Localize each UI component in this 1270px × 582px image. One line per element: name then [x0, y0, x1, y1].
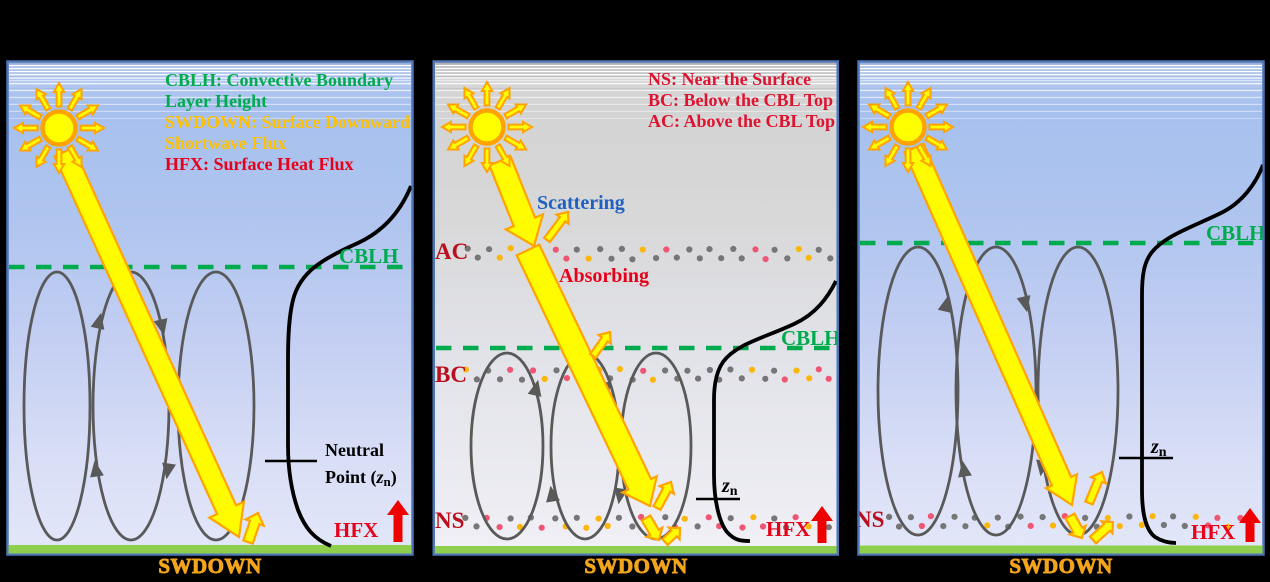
- svg-text:BC: Below the CBL Top: BC: Below the CBL Top: [648, 90, 833, 110]
- svg-text:HFX: HFX: [766, 517, 810, 541]
- svg-text:SWDOWN: Surface Downward: SWDOWN: Surface Downward: [165, 112, 410, 132]
- svg-text:CBLH: CBLH: [339, 244, 399, 268]
- svg-text:BC: BC: [435, 362, 467, 387]
- svg-text:Neutral: Neutral: [325, 440, 384, 460]
- svg-text:AC: Above the CBL Top: AC: Above the CBL Top: [648, 111, 835, 131]
- svg-text:Layer Height: Layer Height: [165, 91, 267, 111]
- svg-text:NS: NS: [855, 507, 884, 532]
- svg-text:CBLH: Convective Boundary: CBLH: Convective Boundary: [165, 70, 393, 90]
- svg-text:Point (zn): Point (zn): [325, 467, 397, 489]
- svg-text:SWDOWN: SWDOWN: [584, 554, 687, 578]
- svg-text:SWDOWN: SWDOWN: [158, 554, 261, 578]
- svg-text:zn: zn: [721, 475, 738, 499]
- svg-text:AC: AC: [435, 239, 468, 264]
- svg-text:CBLH: CBLH: [781, 326, 841, 350]
- svg-text:HFX: HFX: [334, 518, 378, 542]
- svg-text:NS: Near the Surface: NS: Near the Surface: [648, 69, 811, 89]
- svg-text:HFX: Surface Heat Flux: HFX: Surface Heat Flux: [165, 154, 353, 174]
- svg-text:SWDOWN: SWDOWN: [1009, 554, 1112, 578]
- svg-text:HFX: HFX: [1191, 520, 1235, 544]
- svg-text:zn: zn: [1150, 436, 1167, 460]
- svg-text:Scattering: Scattering: [537, 192, 625, 214]
- svg-text:Absorbing: Absorbing: [559, 265, 649, 287]
- svg-text:NS: NS: [435, 508, 464, 533]
- svg-text:Shortwave Flux: Shortwave Flux: [165, 133, 287, 153]
- svg-text:CBLH: CBLH: [1206, 221, 1266, 245]
